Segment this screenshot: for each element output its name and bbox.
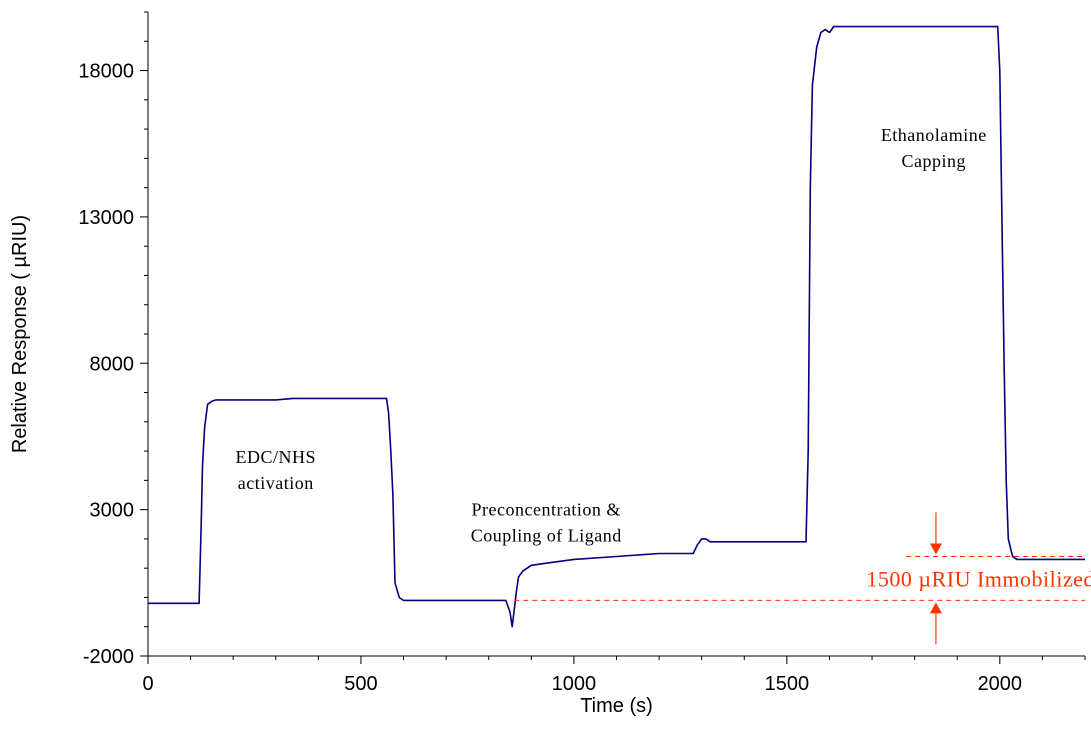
x-tick-label: 1500 — [765, 673, 810, 695]
x-tick-label: 0 — [142, 673, 153, 695]
phase-annotation-line: Coupling of Ligand — [471, 525, 622, 545]
up-arrow-head — [929, 602, 942, 614]
annotations: EDC/NHS activation Preconcentration & Coupl… — [236, 125, 1091, 645]
axes: -2000 3000 8000 13000 18000 0 500 1000 1500 2000 — [78, 11, 1086, 695]
plot-lines — [148, 25, 1085, 628]
response-series-line — [148, 25, 1085, 628]
y-tick-label: 3000 — [90, 500, 135, 522]
y-axis-title: Relative Response ( µRIU) — [9, 215, 31, 453]
y-tick-label: -2000 — [83, 646, 134, 668]
phase-annotation: Ethanolamine Capping — [881, 125, 987, 171]
x-tick-label: 2000 — [978, 673, 1023, 695]
phase-annotation-line: Ethanolamine — [881, 125, 987, 145]
y-tick-label: 8000 — [90, 353, 135, 375]
phase-annotation-line: activation — [238, 473, 314, 493]
phase-annotation: EDC/NHS activation — [236, 447, 317, 493]
phase-annotation-line: Capping — [902, 151, 967, 171]
y-tick-label: 13000 — [78, 207, 134, 229]
down-arrow-head — [929, 543, 942, 555]
phase-annotation: Preconcentration & Coupling of Ligand — [471, 499, 622, 545]
immobilized-label: 1500 µRIU Immobilized — [866, 566, 1091, 591]
phase-annotation-line: EDC/NHS — [236, 447, 317, 467]
x-axis-title: Time (s) — [580, 695, 653, 717]
phase-annotation-line: Preconcentration & — [471, 499, 620, 519]
y-tick-label: 18000 — [78, 61, 134, 83]
x-tick-label: 500 — [344, 673, 377, 695]
x-tick-label: 1000 — [552, 673, 597, 695]
